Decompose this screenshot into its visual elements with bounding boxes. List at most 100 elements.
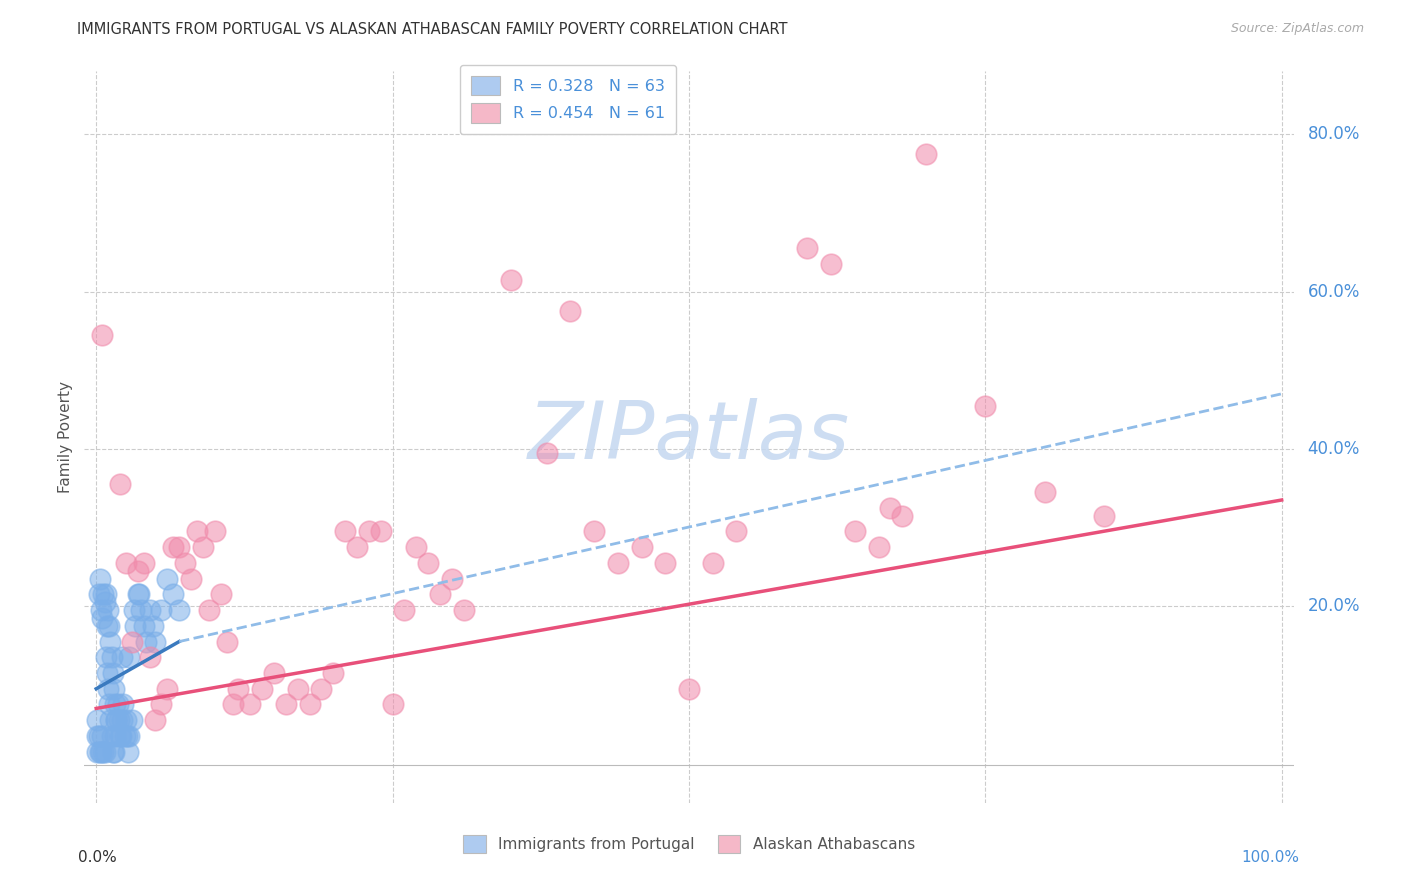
Point xyxy=(209,587,232,601)
Point xyxy=(796,241,818,255)
Point xyxy=(107,698,129,712)
Point xyxy=(100,634,122,648)
Point xyxy=(100,729,122,743)
Point xyxy=(142,619,165,633)
Point xyxy=(879,500,901,515)
Point xyxy=(128,587,150,601)
Point xyxy=(94,650,117,665)
Point xyxy=(405,540,427,554)
Point xyxy=(418,556,440,570)
Point xyxy=(678,681,700,696)
Point xyxy=(583,524,606,539)
Point xyxy=(844,524,866,539)
Point xyxy=(162,587,184,601)
Point xyxy=(91,729,114,743)
Point xyxy=(322,666,344,681)
Point xyxy=(167,603,190,617)
Text: Source: ZipAtlas.com: Source: ZipAtlas.com xyxy=(1230,22,1364,36)
Point xyxy=(630,540,652,554)
Point xyxy=(215,634,238,648)
Point xyxy=(654,556,676,570)
Point xyxy=(156,572,179,586)
Point xyxy=(89,572,111,586)
Text: 0.0%: 0.0% xyxy=(79,850,117,865)
Point xyxy=(127,564,149,578)
Point xyxy=(90,745,112,759)
Point xyxy=(250,681,273,696)
Point xyxy=(298,698,321,712)
Text: ZIPatlas: ZIPatlas xyxy=(527,398,851,476)
Point xyxy=(96,619,118,633)
Point xyxy=(370,524,392,539)
Point xyxy=(97,681,120,696)
Point xyxy=(974,399,997,413)
Point xyxy=(191,540,214,554)
Point xyxy=(91,745,114,759)
Point xyxy=(110,729,132,743)
Point xyxy=(104,729,127,743)
Point xyxy=(108,477,131,491)
Point xyxy=(274,698,297,712)
Point xyxy=(174,556,197,570)
Text: 40.0%: 40.0% xyxy=(1308,440,1360,458)
Point xyxy=(162,540,184,554)
Point xyxy=(121,634,143,648)
Point xyxy=(91,611,114,625)
Point xyxy=(108,729,131,743)
Point xyxy=(94,587,117,601)
Point xyxy=(100,713,122,727)
Text: 80.0%: 80.0% xyxy=(1308,125,1360,144)
Point xyxy=(97,603,120,617)
Text: IMMIGRANTS FROM PORTUGAL VS ALASKAN ATHABASCAN FAMILY POVERTY CORRELATION CHART: IMMIGRANTS FROM PORTUGAL VS ALASKAN ATHA… xyxy=(77,22,787,37)
Point xyxy=(101,745,124,759)
Point xyxy=(115,556,138,570)
Y-axis label: Family Poverty: Family Poverty xyxy=(58,381,73,493)
Point xyxy=(501,273,523,287)
Point xyxy=(115,713,138,727)
Point xyxy=(145,634,167,648)
Point xyxy=(453,603,475,617)
Point xyxy=(440,572,463,586)
Point xyxy=(287,681,309,696)
Point xyxy=(101,666,124,681)
Point xyxy=(132,619,155,633)
Point xyxy=(536,446,558,460)
Point xyxy=(132,556,155,570)
Point xyxy=(112,698,135,712)
Point xyxy=(156,681,179,696)
Point xyxy=(114,729,136,743)
Point xyxy=(228,681,250,696)
Point xyxy=(105,713,128,727)
Text: 60.0%: 60.0% xyxy=(1308,283,1360,301)
Point xyxy=(129,603,152,617)
Point xyxy=(381,698,404,712)
Point xyxy=(891,508,914,523)
Point xyxy=(606,556,628,570)
Point xyxy=(394,603,416,617)
Point xyxy=(333,524,356,539)
Point xyxy=(198,603,221,617)
Point xyxy=(86,729,108,743)
Point xyxy=(221,698,243,712)
Point xyxy=(91,327,114,342)
Point xyxy=(127,587,149,601)
Point xyxy=(239,698,262,712)
Point xyxy=(357,524,380,539)
Point xyxy=(91,587,114,601)
Point xyxy=(429,587,451,601)
Point xyxy=(311,681,333,696)
Point xyxy=(107,713,129,727)
Point xyxy=(820,257,842,271)
Point xyxy=(121,713,143,727)
Point xyxy=(150,698,173,712)
Point xyxy=(86,713,108,727)
Point xyxy=(111,713,134,727)
Point xyxy=(186,524,208,539)
Point xyxy=(868,540,890,554)
Point xyxy=(725,524,748,539)
Point xyxy=(702,556,724,570)
Point xyxy=(103,681,125,696)
Point xyxy=(150,603,173,617)
Legend: Immigrants from Portugal, Alaskan Athabascans: Immigrants from Portugal, Alaskan Athaba… xyxy=(456,827,922,861)
Point xyxy=(118,729,141,743)
